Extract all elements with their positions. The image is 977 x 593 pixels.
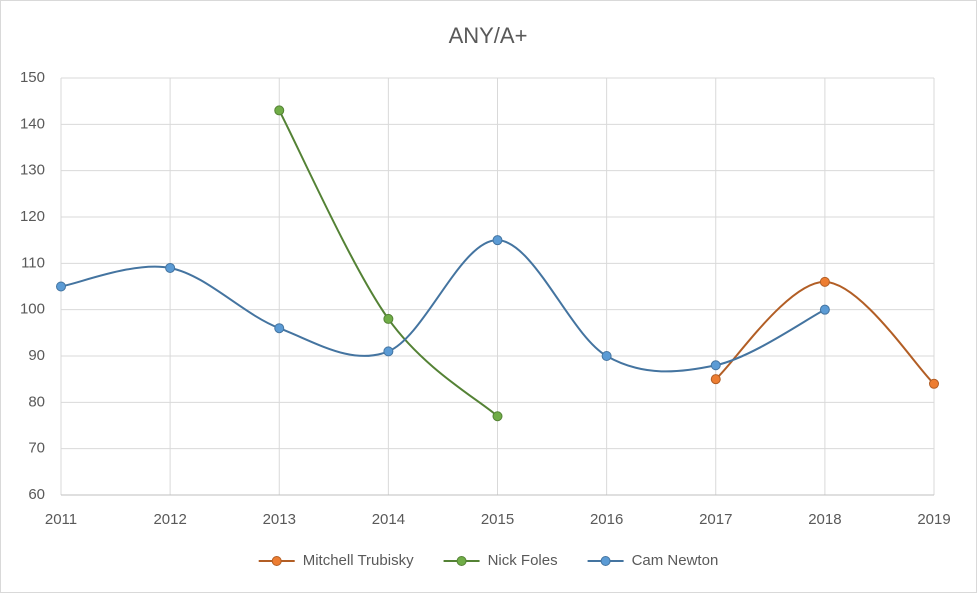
legend: Mitchell Trubisky Nick Foles Cam Newton [258, 552, 719, 569]
data-point [56, 281, 66, 292]
data-point [274, 323, 285, 334]
data-point [492, 411, 503, 422]
y-tick-label: 120 [20, 208, 45, 225]
legend-marker [271, 556, 282, 566]
y-tick-label: 140 [20, 115, 45, 132]
data-point [601, 351, 612, 361]
chart-title: ANY/A+ [449, 23, 528, 48]
data-point [819, 276, 830, 287]
data-point [492, 235, 503, 246]
x-tick-label: 2014 [372, 511, 405, 528]
data-point [710, 360, 721, 371]
x-tick-label: 2012 [153, 511, 186, 528]
x-tick-label: 2018 [808, 511, 841, 528]
data-point [165, 262, 176, 273]
x-tick-label: 2015 [481, 511, 514, 528]
data-point [274, 105, 285, 116]
y-tick-label: 70 [28, 440, 45, 457]
y-tick-label: 100 [20, 301, 45, 318]
legend-label: Nick Foles [488, 552, 558, 569]
legend-marker [600, 556, 611, 566]
series-line [278, 109, 499, 417]
y-tick-label: 60 [28, 486, 45, 503]
x-tick-label: 2013 [263, 511, 296, 528]
x-tick-label: 2016 [590, 511, 623, 528]
y-tick-label: 110 [21, 254, 45, 271]
y-tick-label: 150 [20, 69, 45, 86]
data-point [819, 304, 830, 315]
x-tick-label: 2019 [917, 511, 950, 528]
y-tick-label: 80 [28, 393, 45, 410]
x-tick-label: 2017 [699, 511, 732, 528]
y-tick-label: 130 [20, 162, 45, 179]
y-tick-label: 90 [28, 347, 45, 364]
data-point [383, 313, 394, 324]
x-tick-label: 2011 [45, 511, 77, 528]
legend-label: Mitchell Trubisky [303, 552, 414, 569]
data-point [710, 374, 721, 385]
legend-marker [456, 556, 467, 566]
data-point [383, 346, 394, 357]
legend-label: Cam Newton [632, 552, 719, 569]
series-line [60, 239, 826, 373]
data-point [929, 378, 939, 389]
